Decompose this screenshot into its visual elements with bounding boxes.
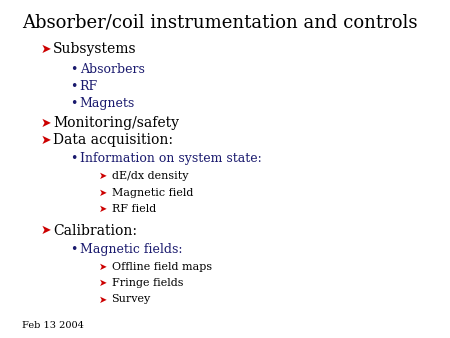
Text: Magnetic fields:: Magnetic fields:	[80, 243, 182, 256]
Text: •: •	[70, 152, 77, 165]
Text: Offline field maps: Offline field maps	[112, 262, 212, 272]
Text: •: •	[70, 97, 77, 110]
Text: RF: RF	[80, 80, 98, 93]
Text: ➤: ➤	[40, 43, 51, 55]
Text: •: •	[70, 63, 77, 76]
Text: ➤: ➤	[99, 171, 107, 182]
Text: Magnets: Magnets	[80, 97, 135, 110]
Text: Magnetic field: Magnetic field	[112, 188, 193, 198]
Text: Survey: Survey	[112, 294, 151, 305]
Text: ➤: ➤	[40, 224, 51, 237]
Text: ➤: ➤	[99, 262, 107, 272]
Text: RF field: RF field	[112, 204, 156, 214]
Text: ➤: ➤	[99, 294, 107, 305]
Text: Fringe fields: Fringe fields	[112, 278, 183, 288]
Text: ➤: ➤	[40, 134, 51, 147]
Text: Absorber/coil instrumentation and controls: Absorber/coil instrumentation and contro…	[22, 14, 418, 31]
Text: dE/dx density: dE/dx density	[112, 171, 188, 182]
Text: Absorbers: Absorbers	[80, 63, 144, 76]
Text: ➤: ➤	[99, 188, 107, 198]
Text: ➤: ➤	[99, 204, 107, 214]
Text: Data acquisition:: Data acquisition:	[53, 133, 173, 147]
Text: Information on system state:: Information on system state:	[80, 152, 261, 165]
Text: ➤: ➤	[40, 117, 51, 130]
Text: •: •	[70, 243, 77, 256]
Text: Subsystems: Subsystems	[53, 42, 137, 56]
Text: Calibration:: Calibration:	[53, 223, 137, 238]
Text: •: •	[70, 80, 77, 93]
Text: Monitoring/safety: Monitoring/safety	[53, 116, 179, 130]
Text: Feb 13 2004: Feb 13 2004	[22, 320, 85, 330]
Text: ➤: ➤	[99, 278, 107, 288]
